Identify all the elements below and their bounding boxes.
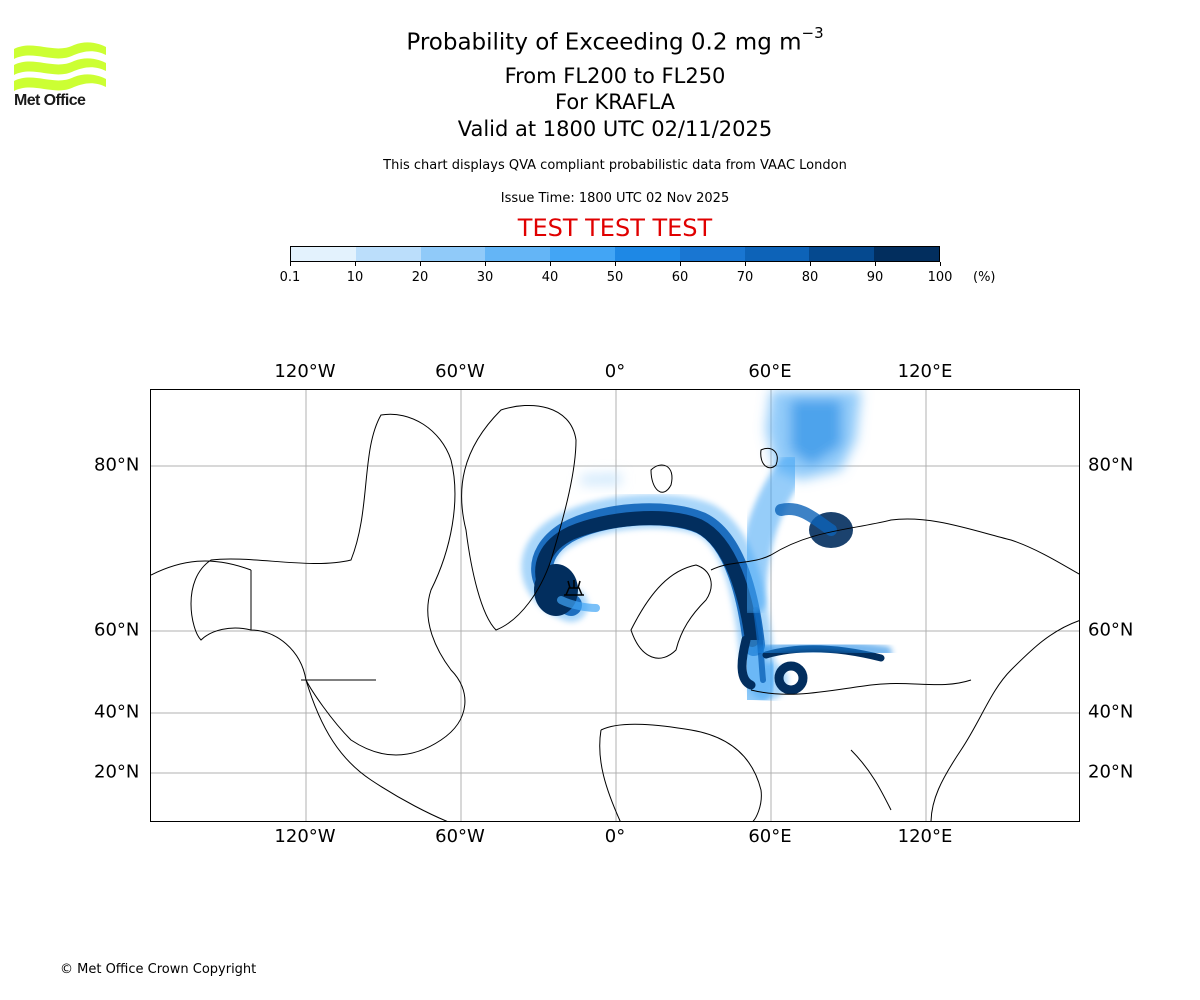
colorbar-tick bbox=[939, 262, 941, 266]
volcano-icon bbox=[564, 580, 584, 596]
lat-label-left-60n: 60°N bbox=[94, 619, 140, 641]
lon-label-bottom-60e: 60°E bbox=[748, 826, 792, 847]
colorbar-tick-label: 90 bbox=[866, 270, 884, 285]
colorbar-swatch bbox=[744, 247, 810, 261]
colorbar-tick bbox=[614, 262, 616, 266]
lon-label-bottom-120e: 120°E bbox=[897, 826, 953, 847]
lon-label-top-0: 0° bbox=[604, 361, 626, 382]
lat-label-left-80n: 80°N bbox=[94, 454, 140, 476]
lon-label-top-120e: 120°E bbox=[897, 361, 953, 382]
colorbar-swatch bbox=[809, 247, 875, 261]
colorbar-tick-label: 0.1 bbox=[279, 270, 301, 285]
colorbar-swatch bbox=[614, 247, 680, 261]
lat-label-left-40n: 40°N bbox=[94, 701, 140, 723]
colorbar-tick-label: 60 bbox=[671, 270, 689, 285]
title-text: Probability of Exceeding 0.2 mg m bbox=[406, 29, 802, 56]
title-superscript: −3 bbox=[801, 24, 824, 42]
colorbar-tick bbox=[354, 262, 356, 266]
coastlines bbox=[151, 404, 1079, 821]
colorbar-swatch bbox=[874, 247, 939, 261]
colorbar-tick-label: 80 bbox=[801, 270, 819, 285]
lon-label-bottom-120w: 120°W bbox=[274, 826, 336, 847]
colorbar-tick-label: 50 bbox=[606, 270, 624, 285]
colorbar-tick bbox=[484, 262, 486, 266]
colorbar-unit: (%) bbox=[973, 270, 996, 285]
chart-title: Probability of Exceeding 0.2 mg m−3 bbox=[0, 24, 1200, 56]
colorbar-tick-label: 100 bbox=[927, 270, 953, 285]
lat-label-right-60n: 60°N bbox=[1088, 619, 1134, 641]
lat-label-right-80n: 80°N bbox=[1088, 454, 1134, 476]
lat-label-right-40n: 40°N bbox=[1088, 701, 1134, 723]
lon-label-top-60w: 60°W bbox=[435, 361, 485, 382]
colorbar-tick bbox=[549, 262, 551, 266]
met-office-logo-icon bbox=[14, 42, 106, 91]
ash-plume bbox=[521, 390, 892, 708]
colorbar-tick bbox=[809, 262, 811, 266]
test-banner: TEST TEST TEST bbox=[517, 214, 713, 242]
colorbar-tick-label: 40 bbox=[541, 270, 559, 285]
lon-label-bottom-0: 0° bbox=[604, 826, 626, 847]
volcano-name: For KRAFLA bbox=[555, 90, 675, 114]
lon-label-top-120w: 120°W bbox=[274, 361, 336, 382]
lat-label-right-20n: 20°N bbox=[1088, 761, 1134, 783]
colorbar-tick bbox=[419, 262, 421, 266]
lat-label-left-20n: 20°N bbox=[94, 761, 140, 783]
map-canvas bbox=[151, 390, 1079, 821]
map-panel bbox=[150, 389, 1080, 822]
colorbar-swatch bbox=[679, 247, 745, 261]
colorbar-tick bbox=[679, 262, 681, 266]
colorbar-swatch bbox=[550, 247, 615, 261]
colorbar-swatch bbox=[485, 247, 551, 261]
met-office-logo-text: Met Office bbox=[14, 92, 86, 109]
colorbar-swatch bbox=[355, 247, 421, 261]
description: This chart displays QVA compliant probab… bbox=[383, 158, 847, 173]
colorbar-swatch bbox=[420, 247, 486, 261]
valid-time: Valid at 1800 UTC 02/11/2025 bbox=[457, 117, 773, 141]
colorbar-tick-label: 70 bbox=[736, 270, 754, 285]
colorbar-tick bbox=[874, 262, 876, 266]
copyright: © Met Office Crown Copyright bbox=[60, 962, 257, 977]
colorbar-tick-label: 30 bbox=[476, 270, 494, 285]
colorbar-swatch bbox=[291, 247, 356, 261]
issue-time: Issue Time: 1800 UTC 02 Nov 2025 bbox=[500, 191, 730, 206]
lon-label-top-60e: 60°E bbox=[748, 361, 792, 382]
colorbar-tick-label: 10 bbox=[346, 270, 364, 285]
lon-label-bottom-60w: 60°W bbox=[435, 826, 485, 847]
graticule bbox=[151, 390, 1079, 821]
colorbar-tick bbox=[744, 262, 746, 266]
colorbar-tick bbox=[289, 262, 291, 266]
flight-levels: From FL200 to FL250 bbox=[504, 64, 726, 88]
colorbar-tick-label: 20 bbox=[411, 270, 429, 285]
colorbar bbox=[290, 246, 940, 262]
